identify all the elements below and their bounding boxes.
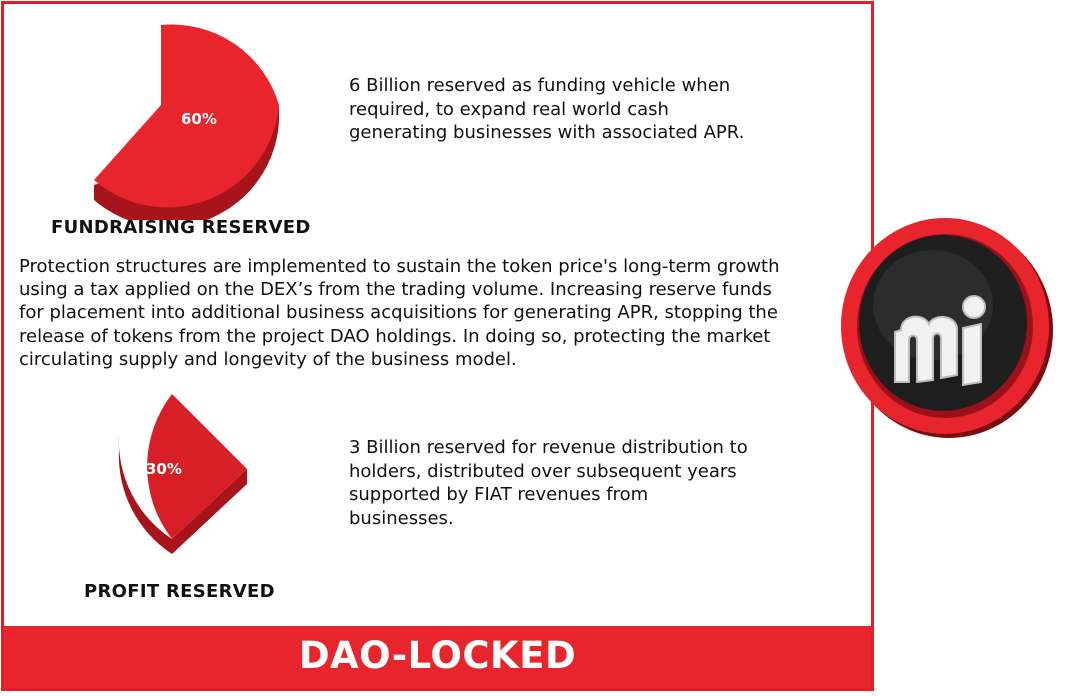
profit-heading: PROFIT RESERVED bbox=[84, 581, 275, 602]
dao-locked-banner: DAO-LOCKED bbox=[4, 626, 871, 688]
fundraising-heading: FUNDRAISING RESERVED bbox=[51, 217, 311, 238]
fundraising-pie-chart bbox=[94, 24, 279, 220]
fundraising-description: 6 Billion reserved as funding vehicle wh… bbox=[349, 75, 745, 143]
fundraising-pie-top bbox=[94, 24, 279, 208]
profit-pie-side bbox=[118, 434, 247, 554]
brand-logo-icon bbox=[841, 218, 1053, 438]
profit-pie-top bbox=[147, 394, 247, 539]
protection-paragraph: Protection structures are implemented to… bbox=[19, 256, 780, 370]
profit-description: 3 Billion reserved for revenue distribut… bbox=[349, 437, 748, 529]
profit-pie-chart bbox=[118, 394, 247, 554]
fundraising-percent-label: 60% bbox=[181, 110, 217, 128]
allocation-card: 60% FUNDRAISING RESERVED 6 Billion reser… bbox=[1, 1, 874, 691]
profit-percent-label: 30% bbox=[146, 460, 182, 478]
